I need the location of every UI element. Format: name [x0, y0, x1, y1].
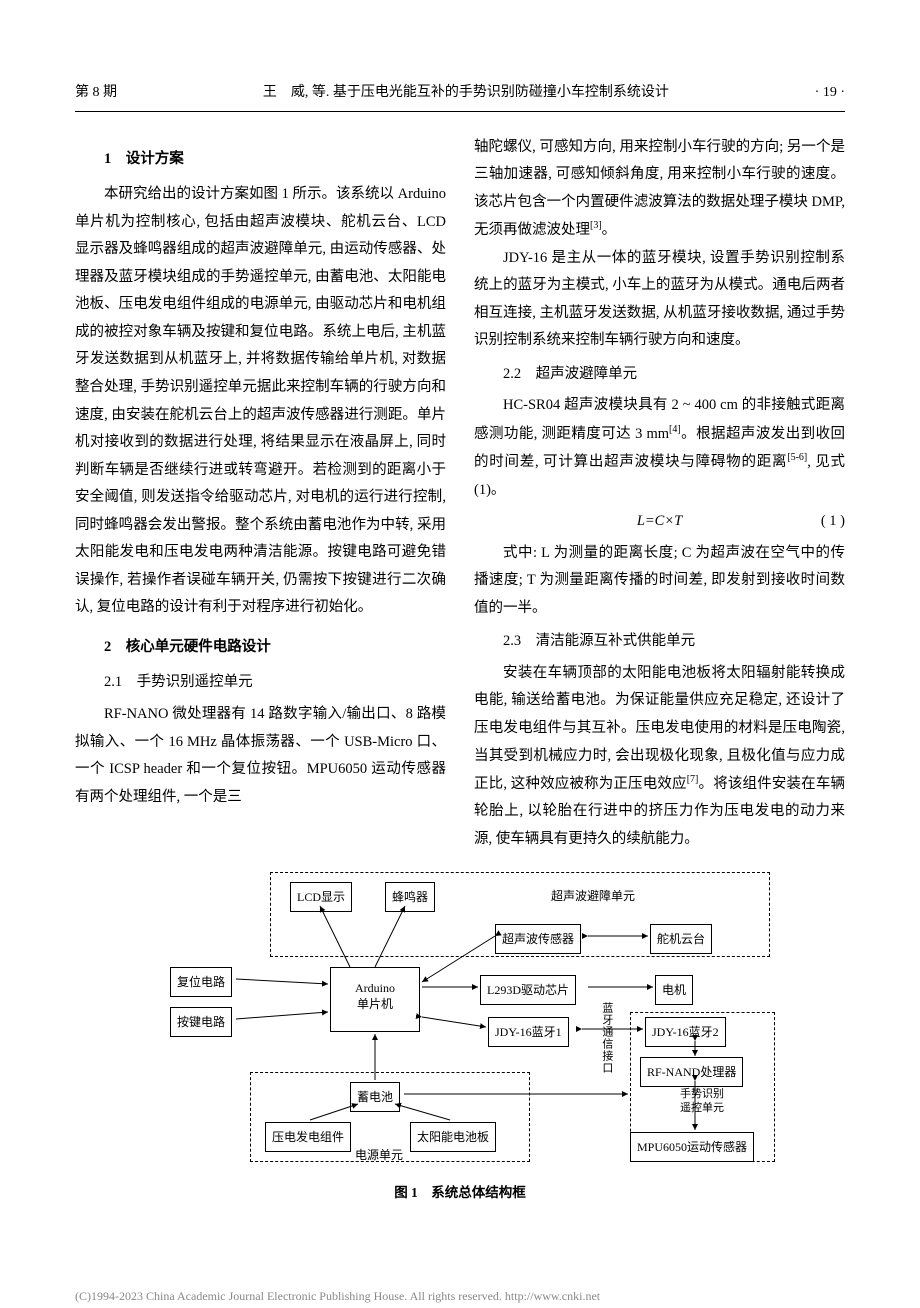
node-ultra-sensor: 超声波传感器 [495, 924, 581, 955]
node-jdy1: JDY-16蓝牙1 [488, 1017, 569, 1048]
section-2-1-title: 2.1 手势识别遥控单元 [75, 669, 446, 697]
header-title: 王 威, 等. 基于压电光能互补的手势识别防碰撞小车控制系统设计 [117, 80, 815, 107]
col2-para-1: 轴陀螺仪, 可感知方向, 用来控制小车行驶的方向; 另一个是三轴加速器, 可感知… [474, 134, 845, 245]
node-l293d: L293D驱动芯片 [480, 975, 576, 1006]
section-2-title: 2 核心单元硬件电路设计 [75, 634, 446, 662]
figure-1-diagram: LCD显示 蜂鸣器 超声波避障单元 超声波传感器 舵机云台 复位电路 按键电路 … [140, 872, 780, 1172]
page-header: 第 8 期 王 威, 等. 基于压电光能互补的手势识别防碰撞小车控制系统设计 ·… [75, 80, 845, 112]
node-ultra-unit: 超声波避障单元 [545, 882, 641, 911]
ref-3: [3] [590, 220, 602, 231]
section-1-para: 本研究给出的设计方案如图 1 所示。该系统以 Arduino 单片机为控制核心,… [75, 181, 446, 622]
node-servo: 舵机云台 [650, 924, 712, 955]
footer-copyright: (C)1994-2023 China Academic Journal Elec… [0, 1285, 920, 1308]
node-jdy2: JDY-16蓝牙2 [645, 1017, 726, 1048]
col2-p1-text: 轴陀螺仪, 可感知方向, 用来控制小车行驶的方向; 另一个是三轴加速器, 可感知… [474, 139, 845, 238]
label-bt-interface: 蓝牙通信接口 [596, 1002, 617, 1074]
two-column-body: 1 设计方案 本研究给出的设计方案如图 1 所示。该系统以 Arduino 单片… [75, 134, 845, 854]
node-rfnano: RF-NAND处理器 [640, 1057, 743, 1088]
section-2-3-title: 2.3 清洁能源互补式供能单元 [474, 628, 845, 656]
figure-1-caption: 图 1 系统总体结构框 [75, 1180, 845, 1206]
section-2-2-para-1: HC-SR04 超声波模块具有 2 ~ 400 cm 的非接触式距离感测功能, … [474, 392, 845, 504]
ref-7: [7] [687, 774, 699, 785]
formula-1-body: L=C×T [637, 513, 682, 529]
label-gesture-unit: 手势识别 遥控单元 [680, 1087, 724, 1116]
formula-1: L=C×T ( 1 ) [474, 508, 845, 536]
right-column: 轴陀螺仪, 可感知方向, 用来控制小车行驶的方向; 另一个是三轴加速器, 可感知… [474, 134, 845, 854]
col2-p1-tail: 。 [602, 222, 617, 238]
node-motor: 电机 [655, 975, 693, 1006]
formula-1-num: ( 1 ) [821, 508, 845, 536]
label-power-unit: 电源单元 [355, 1144, 403, 1167]
node-mpu: MPU6050运动传感器 [630, 1132, 754, 1163]
col2-para-2: JDY-16 是主从一体的蓝牙模块, 设置手势识别控制系统上的蓝牙为主模式, 小… [474, 245, 845, 355]
node-arduino: Arduino 单片机 [330, 967, 420, 1032]
section-1-title: 1 设计方案 [75, 146, 446, 174]
ref-4: [4] [669, 424, 681, 435]
node-buzzer: 蜂鸣器 [385, 882, 435, 913]
page-number: · 19 · [815, 80, 845, 107]
s23-p1a: 安装在车辆顶部的太阳能电池板将太阳辐射能转换成电能, 输送给蓄电池。为保证能量供… [474, 665, 845, 792]
page: 第 8 期 王 威, 等. 基于压电光能互补的手势识别防碰撞小车控制系统设计 ·… [0, 0, 920, 1235]
node-lcd: LCD显示 [290, 882, 352, 913]
section-2-3-para: 安装在车辆顶部的太阳能电池板将太阳辐射能转换成电能, 输送给蓄电池。为保证能量供… [474, 660, 845, 854]
left-column: 1 设计方案 本研究给出的设计方案如图 1 所示。该系统以 Arduino 单片… [75, 134, 446, 854]
figure-1: LCD显示 蜂鸣器 超声波避障单元 超声波传感器 舵机云台 复位电路 按键电路 … [75, 872, 845, 1206]
section-2-1-para: RF-NANO 微处理器有 14 路数字输入/输出口、8 路模拟输入、一个 16… [75, 701, 446, 811]
node-button: 按键电路 [170, 1007, 232, 1038]
section-2-2-para-2: 式中: L 为测量的距离长度; C 为超声波在空气中的传播速度; T 为测量距离… [474, 540, 845, 623]
issue-label: 第 8 期 [75, 80, 117, 107]
node-solar: 太阳能电池板 [410, 1122, 496, 1153]
node-piezo: 压电发电组件 [265, 1122, 351, 1153]
section-2-2-title: 2.2 超声波避障单元 [474, 361, 845, 389]
ref-5-6: [5-6] [787, 452, 807, 463]
node-battery: 蓄电池 [350, 1082, 400, 1113]
node-reset: 复位电路 [170, 967, 232, 998]
